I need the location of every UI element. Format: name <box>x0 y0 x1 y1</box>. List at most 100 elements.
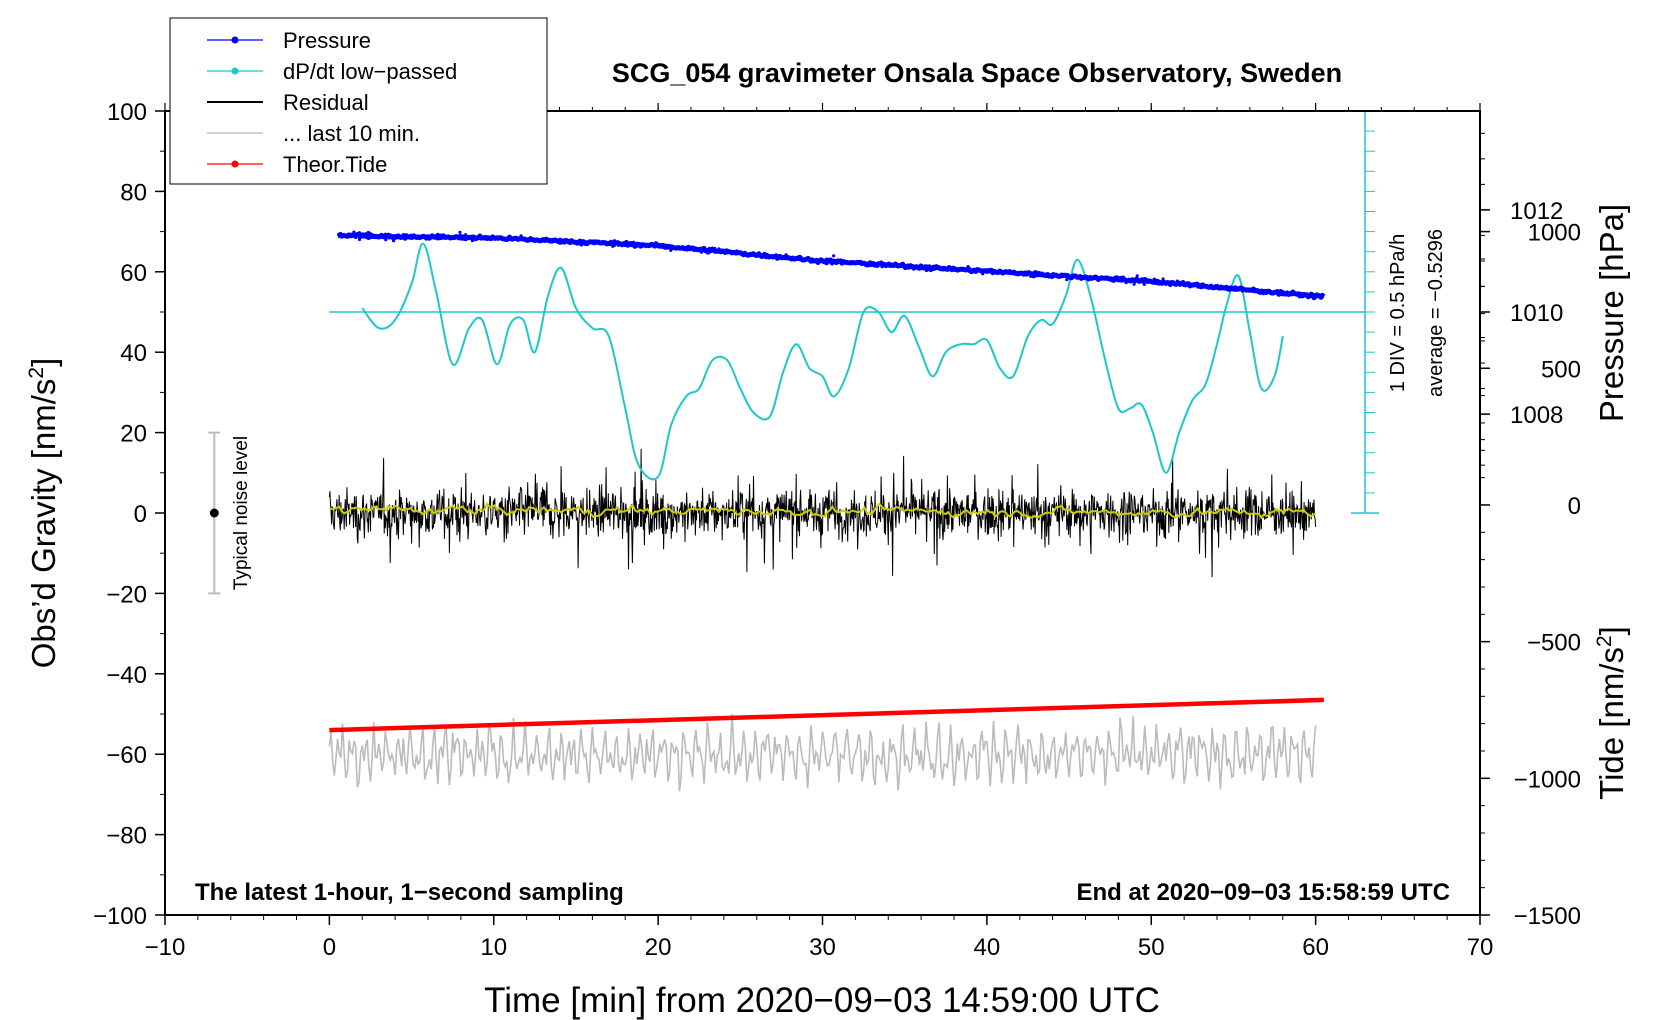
pressure-point <box>952 266 956 270</box>
tide-tick-label: 1000 <box>1528 220 1581 247</box>
pressure-point <box>746 254 750 258</box>
pressure-point <box>909 263 913 267</box>
noise-level-bar <box>208 431 221 595</box>
y-axis-label-left: Obs’d Gravity [nm/s2] <box>25 358 62 669</box>
pressure-point <box>1313 293 1317 297</box>
pressure-point <box>528 238 532 242</box>
y-tick-label: 40 <box>120 340 147 367</box>
pressure-point <box>1154 281 1158 286</box>
pressure-point <box>1052 274 1056 278</box>
pressure-point <box>735 249 739 253</box>
pressure-point <box>899 263 903 267</box>
pressure-point <box>849 260 854 264</box>
dpdt-average-label: average = −0.5296 <box>1425 229 1447 397</box>
pressure-point <box>1142 282 1146 286</box>
legend-label: Theor.Tide <box>283 152 387 177</box>
dpdt-line <box>361 242 1284 481</box>
pressure-point <box>880 265 884 269</box>
pressure-point <box>1031 273 1035 277</box>
pressure-axis-ticks: 1012 1010 1008 <box>1480 132 1563 466</box>
tide-line <box>329 697 1324 733</box>
pressure-point <box>725 251 729 255</box>
pressure-point <box>409 233 413 237</box>
tide-tick-label: 0 <box>1568 493 1581 520</box>
pressure-point <box>559 240 563 244</box>
pressure-point <box>1229 288 1233 292</box>
pressure-point <box>1152 277 1156 281</box>
tide-tick-label: 500 <box>1541 356 1581 383</box>
pressure-point <box>1007 270 1011 274</box>
pressure-point <box>1309 293 1313 297</box>
x-tick-label: 0 <box>323 934 336 961</box>
y-tick-label: 0 <box>134 501 147 528</box>
legend-label: ... last 10 min. <box>283 121 420 146</box>
pressure-point <box>393 236 398 240</box>
y-tick-label: 20 <box>120 421 147 448</box>
residual-smoothed-line <box>329 501 1317 520</box>
pressure-point <box>596 240 600 245</box>
y-tick-label: −20 <box>106 581 147 608</box>
pressure-point <box>456 235 460 239</box>
y-tick-label: −80 <box>106 823 147 850</box>
pressure-point <box>718 248 722 252</box>
pressure-point <box>669 248 673 252</box>
x-tick-label: 20 <box>645 934 672 961</box>
pressure-point <box>1073 274 1077 278</box>
pressure-point <box>1206 286 1211 290</box>
pressure-tick-label: 1008 <box>1510 402 1563 429</box>
pressure-point <box>361 233 365 237</box>
legend-marker <box>231 67 239 75</box>
pressure-point <box>673 246 677 251</box>
pressure-point <box>354 235 358 240</box>
pressure-point <box>427 234 431 238</box>
pressure-point <box>610 240 614 244</box>
x-tick-label: 40 <box>974 934 1001 961</box>
pressure-point <box>1124 281 1128 285</box>
pressure-point <box>1217 287 1221 291</box>
pressure-point <box>804 257 808 261</box>
pressure-point <box>958 266 963 271</box>
dpdt-scale-label: 1 DIV = 0.5 hPa/h <box>1387 234 1409 392</box>
pressure-point <box>519 234 523 238</box>
y-tick-label: −60 <box>106 742 147 769</box>
pressure-point <box>1120 277 1124 282</box>
pressure-point <box>1020 271 1024 275</box>
x-tick-label: 10 <box>480 934 507 961</box>
pressure-point <box>681 246 685 250</box>
pressure-point <box>464 233 468 237</box>
pressure-point <box>508 236 512 240</box>
pressure-point <box>824 260 828 264</box>
pressure-point <box>859 262 863 266</box>
pressure-point <box>360 235 364 239</box>
chart-title: SCG_054 gravimeter Onsala Space Observat… <box>612 58 1342 88</box>
y-axis-ticks: 100 80 60 40 20 0 −20 −40 −60 −80 −100 <box>93 99 165 930</box>
tide-tick-label: −500 <box>1527 630 1581 657</box>
pressure-point <box>1017 272 1021 276</box>
pressure-point <box>357 237 362 242</box>
pressure-point <box>616 243 620 247</box>
minor-ticks <box>160 107 1481 920</box>
pressure-point <box>907 266 911 270</box>
pressure-point <box>699 250 704 254</box>
pressure-point <box>458 230 462 234</box>
pressure-tick-label: 1010 <box>1510 300 1563 327</box>
pressure-point <box>1079 277 1083 281</box>
y-axis-label-tide: Tide [nm/s2] <box>1593 626 1630 800</box>
pressure-point <box>1041 273 1045 277</box>
y-tick-label: 80 <box>120 179 147 206</box>
pressure-point <box>1240 289 1244 293</box>
pressure-point <box>470 239 475 243</box>
pressure-point <box>392 239 396 243</box>
pressure-point <box>647 243 652 247</box>
pressure-point <box>1286 293 1290 297</box>
pressure-point <box>603 240 607 244</box>
pressure-point <box>708 247 712 251</box>
pressure-point <box>387 236 391 240</box>
pressure-point <box>720 248 724 252</box>
pressure-point <box>713 246 717 251</box>
pressure-point <box>1246 289 1250 293</box>
x-tick-label: 50 <box>1138 934 1165 961</box>
pressure-point <box>924 268 929 273</box>
pressure-point <box>475 235 480 239</box>
pressure-point <box>799 256 803 260</box>
